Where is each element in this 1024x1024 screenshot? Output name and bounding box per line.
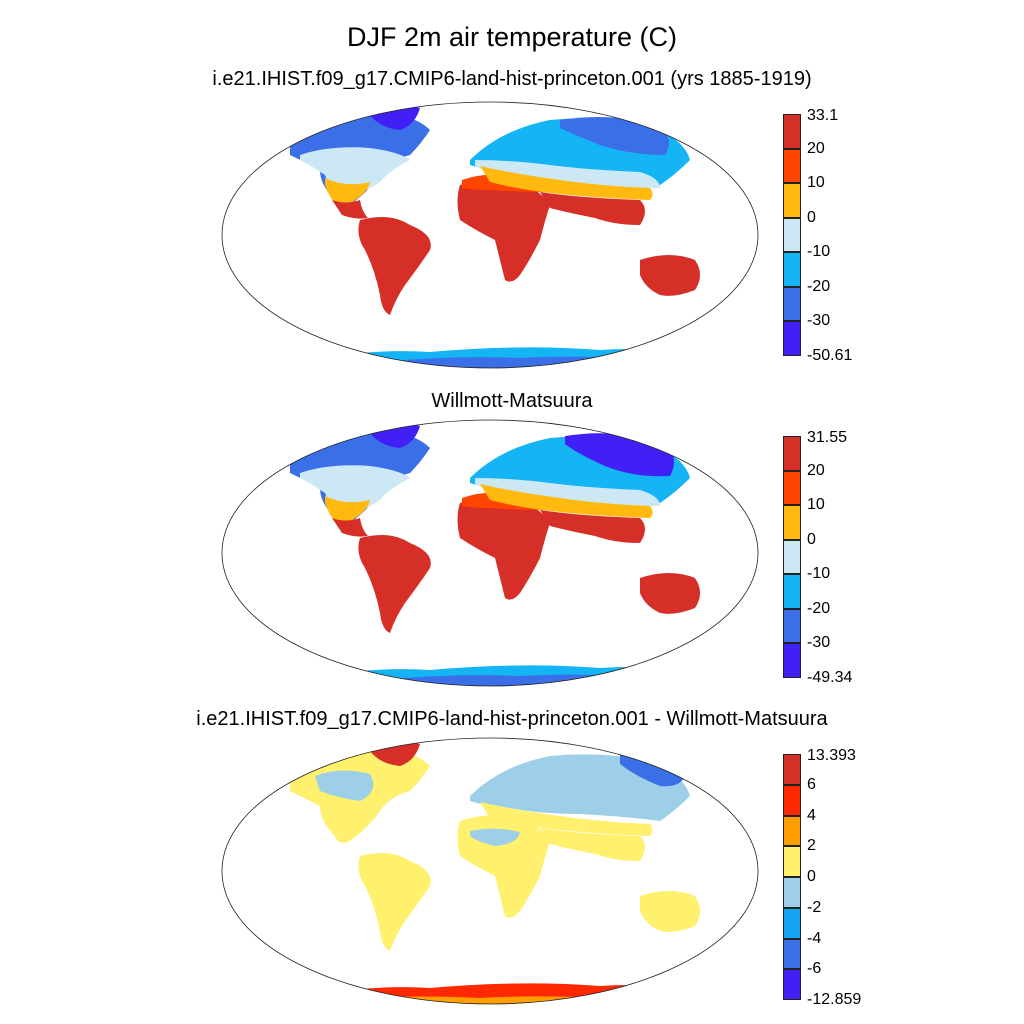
colorbar-2-segment (783, 539, 801, 575)
panel-2-title: Willmott-Matsuura (431, 390, 593, 412)
colorbar-3-label: 13.393 (807, 747, 856, 764)
panel-1-title: i.e21.IHIST.f09_g17.CMIP6-land-hist-prin… (212, 68, 812, 90)
colorbar-3-segment (783, 877, 801, 908)
colorbar-1-label: -10 (807, 243, 831, 261)
colorbar-2-label: 20 (807, 461, 825, 479)
colorbar-2 (783, 436, 801, 678)
map-border (221, 101, 759, 369)
colorbar-3-label: -6 (807, 960, 822, 978)
colorbar-3-label: 4 (807, 806, 816, 824)
panel-3-title: i.e21.IHIST.f09_g17.CMIP6-land-hist-prin… (196, 708, 828, 730)
colorbar-2-segment (783, 574, 801, 609)
colorbar-3-label: -12.859 (807, 991, 862, 1008)
colorbar-3-label: 6 (807, 775, 816, 793)
colorbar-2-label: -10 (807, 565, 831, 583)
australia-region (640, 891, 700, 932)
colorbar-2-label: -49.34 (807, 669, 853, 686)
colorbar-2-label: 10 (807, 496, 825, 514)
model-temperature-map (221, 101, 759, 369)
colorbar-2-label: -30 (807, 634, 831, 652)
figure-title: DJF 2m air temperature (C) (346, 22, 678, 52)
colorbar-3-segment (783, 846, 801, 877)
south-america-region (358, 216, 431, 315)
colorbar-1-label: -50.61 (807, 347, 853, 364)
colorbar-3-segment (783, 938, 801, 970)
colorbar-3-label: 2 (807, 837, 816, 855)
colorbar-3-label: 0 (807, 868, 816, 885)
colorbar-1 (783, 114, 801, 356)
colorbar-3-segment (783, 969, 801, 1000)
australia-region (640, 573, 700, 614)
difference-map (221, 737, 759, 1005)
colorbar-1-label: 10 (807, 174, 825, 192)
colorbar-2-label: 31.55 (807, 429, 848, 446)
colorbar-3-segment (783, 784, 801, 816)
colorbar-1-segment (783, 321, 801, 356)
observed-temperature-map (221, 419, 759, 687)
colorbar-2-segment (783, 608, 801, 644)
colorbar-3-label: -2 (807, 898, 822, 916)
colorbar-2-segment (783, 436, 801, 471)
colorbar-3 (783, 754, 801, 1000)
africa-region (457, 497, 550, 600)
colorbar-1-segment (783, 148, 801, 184)
colorbar-3-segment (783, 907, 801, 939)
colorbar-1-segment (783, 252, 801, 287)
colorbar-1-label: -30 (807, 312, 831, 330)
colorbar-1-segment (783, 183, 801, 218)
colorbar-1-label: -20 (807, 277, 831, 295)
colorbar-1-label: 33.1 (807, 107, 839, 124)
colorbar-2-segment (783, 643, 801, 678)
south-america-region (358, 852, 431, 951)
africa-region (457, 179, 550, 282)
antarctica-region (300, 983, 690, 1004)
colorbar-1-segment (783, 217, 801, 253)
colorbar-2-label: -20 (807, 599, 831, 617)
colorbar-1-segment (783, 114, 801, 149)
colorbar-1-label: 20 (807, 139, 825, 157)
colorbar-3-label: -4 (807, 929, 822, 947)
colorbar-1-segment (783, 286, 801, 322)
map-border (221, 737, 759, 1005)
colorbar-1-label: 0 (807, 208, 816, 226)
colorbar-2-label: 0 (807, 530, 816, 548)
colorbar-3-segment (783, 815, 801, 847)
south-america-region (358, 534, 431, 633)
colorbar-2-segment (783, 470, 801, 506)
map-border (221, 419, 759, 687)
colorbar-3-segment (783, 754, 801, 785)
colorbar-2-segment (783, 505, 801, 540)
australia-region (640, 255, 700, 296)
